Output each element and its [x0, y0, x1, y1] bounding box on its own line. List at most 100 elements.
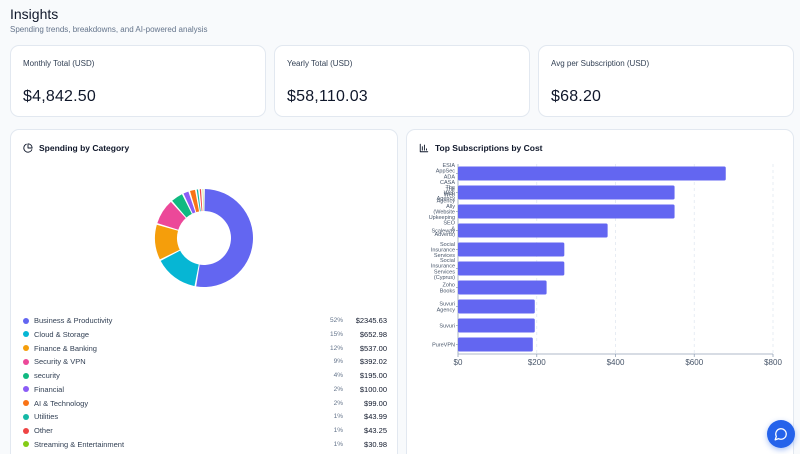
stat-label: Avg per Subscription (USD) — [551, 59, 650, 68]
chat-bubble-icon — [774, 427, 788, 441]
y-tick-label: The Web Agency Ally (Website Upkeeping SEO & Adv… — [429, 187, 456, 238]
legend-item: Security & VPN 9% $392.02 — [23, 355, 387, 368]
stat-value: $68.20 — [551, 88, 602, 105]
legend-label: Security & VPN — [34, 357, 86, 367]
legend-color-dot — [23, 400, 29, 406]
y-tick-label: Social Insurance Services (Cyprus) — [431, 258, 455, 281]
page-title: Insights — [10, 6, 59, 22]
legend-label: Financial — [34, 384, 65, 394]
stat-label: Yearly Total (USD) — [287, 59, 353, 68]
donut-slice — [183, 191, 196, 214]
legend-amount: $537.00 — [359, 343, 387, 353]
subscription-bar — [458, 261, 565, 276]
donut-slice — [160, 250, 199, 287]
panel-title: Top Subscriptions by Cost — [435, 143, 543, 153]
subscription-bar — [458, 242, 565, 257]
x-tick-label: $0 — [454, 358, 463, 367]
legend-percent: 2% — [333, 399, 343, 407]
monthly-total-card: Monthly Total (USD) $4,842.50 — [10, 45, 266, 117]
legend-label: Utilities — [34, 412, 59, 422]
legend-label: Business & Productivity — [34, 316, 113, 325]
y-tick-label: Suvuri — [439, 324, 455, 330]
legend-color-dot — [23, 413, 29, 420]
stat-value: $4,842.50 — [23, 88, 96, 105]
legend-amount: $43.25 — [364, 426, 387, 435]
subscription-bar — [458, 337, 533, 352]
legend-item: Finance & Banking 12% $537.00 — [23, 342, 387, 355]
legend-item: Business & Productivity 52% $2345.63 — [23, 314, 387, 327]
legend-percent: 4% — [333, 372, 343, 379]
legend-item: security 4% $195.00 — [23, 369, 387, 382]
legend-item: Cloud & Storage 15% $652.98 — [23, 328, 387, 341]
donut-slice — [189, 189, 200, 213]
legend-amount: $392.02 — [359, 357, 387, 367]
legend-color-dot — [23, 386, 29, 393]
y-tick-label: PureVPN — [432, 343, 455, 349]
legend-label: AI & Technology — [34, 398, 89, 408]
y-tick-label: Scaleway — [431, 229, 455, 235]
subscription-bar — [458, 223, 608, 238]
legend-percent: 1% — [333, 440, 343, 448]
legend-amount: $30.98 — [364, 439, 387, 449]
page-subtitle: Spending trends, breakdowns, and AI-powe… — [10, 25, 208, 34]
x-tick-label: $600 — [685, 358, 703, 367]
legend-item: Utilities 1% $43.99 — [23, 410, 387, 423]
avg-subscription-card: Avg per Subscription (USD) $68.20 — [538, 45, 794, 117]
legend-color-dot — [23, 358, 29, 365]
legend-label: Streaming & Entertainment — [34, 439, 125, 449]
subscription-bar — [458, 318, 535, 333]
stat-value: $58,110.03 — [287, 88, 368, 105]
stat-label: Monthly Total (USD) — [23, 59, 95, 68]
subscription-bar — [458, 185, 675, 200]
y-tick-label: Social Insurance Services — [431, 242, 455, 259]
x-tick-label: $200 — [528, 358, 546, 367]
subscription-bar — [458, 299, 535, 314]
spending-by-category-panel: Spending by Category Business & Producti… — [10, 129, 398, 454]
panel-title: Spending by Category — [39, 143, 130, 153]
legend-color-dot — [23, 345, 29, 351]
bar-chart-icon — [419, 143, 429, 153]
donut-slice — [157, 201, 186, 230]
legend-color-dot — [23, 441, 29, 448]
legend-percent: 52% — [329, 317, 343, 324]
legend-amount: $99.00 — [364, 398, 387, 408]
legend-item: AI & Technology 2% $99.00 — [23, 397, 387, 410]
legend-percent: 15% — [329, 330, 343, 338]
legend-percent: 1% — [333, 427, 343, 434]
donut-slice — [196, 189, 253, 287]
legend-label: Finance & Banking — [34, 343, 97, 353]
donut-slice — [172, 194, 192, 218]
legend-amount: $100.00 — [359, 384, 387, 394]
y-tick-label: The Web Agency — [437, 185, 456, 202]
legend-color-dot — [23, 427, 29, 434]
subscription-bar — [458, 166, 726, 181]
donut-slice — [202, 189, 204, 212]
legend-item: Financial 2% $100.00 — [23, 383, 387, 396]
x-tick-label: $800 — [764, 358, 782, 367]
legend-label: Cloud & Storage — [34, 329, 90, 339]
legend-item: Streaming & Entertainment 1% $30.98 — [23, 438, 387, 451]
legend-amount: $2345.63 — [355, 316, 387, 325]
legend-color-dot — [23, 372, 29, 379]
chat-button[interactable] — [767, 420, 795, 448]
legend-label: security — [34, 371, 60, 380]
x-tick-label: $400 — [607, 358, 625, 367]
legend-amount: $652.98 — [359, 329, 387, 339]
legend-color-dot — [23, 331, 29, 338]
y-tick-label: Zoho Books — [440, 283, 456, 295]
donut-slice — [196, 189, 201, 212]
y-tick-label: ESIA AppSec ADA CASA — [436, 163, 456, 186]
donut-slice — [155, 224, 180, 260]
legend-color-dot — [23, 317, 29, 324]
yearly-total-card: Yearly Total (USD) $58,110.03 — [274, 45, 530, 117]
legend-amount: $43.99 — [364, 412, 387, 422]
legend-percent: 1% — [333, 413, 343, 421]
subscription-bar — [458, 280, 547, 295]
legend-amount: $195.00 — [359, 371, 387, 380]
panel-header: Top Subscriptions by Cost — [419, 143, 543, 153]
top-subscriptions-panel: Top Subscriptions by Cost $0 $200 $400 $600… — [406, 129, 794, 454]
donut-chart — [155, 189, 253, 287]
donut-slice — [199, 189, 203, 212]
y-tick-label: Suvuri Agency — [437, 302, 456, 314]
